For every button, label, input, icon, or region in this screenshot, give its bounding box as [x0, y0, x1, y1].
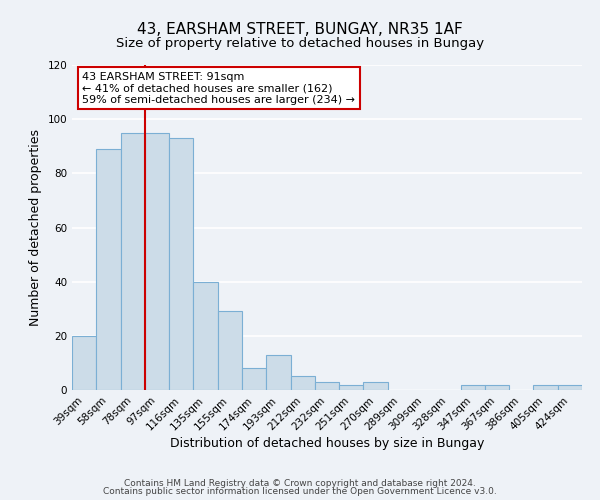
Text: Contains public sector information licensed under the Open Government Licence v3: Contains public sector information licen… [103, 487, 497, 496]
Text: Size of property relative to detached houses in Bungay: Size of property relative to detached ho… [116, 38, 484, 51]
Bar [169, 138, 193, 390]
Bar [218, 312, 242, 390]
Bar [121, 132, 145, 390]
Bar [485, 384, 509, 390]
X-axis label: Distribution of detached houses by size in Bungay: Distribution of detached houses by size … [170, 438, 484, 450]
Bar [533, 384, 558, 390]
Bar [266, 355, 290, 390]
Bar [339, 384, 364, 390]
Bar [193, 282, 218, 390]
Bar [72, 336, 96, 390]
Bar [461, 384, 485, 390]
Bar [558, 384, 582, 390]
Bar [290, 376, 315, 390]
Bar [242, 368, 266, 390]
Bar [145, 132, 169, 390]
Bar [364, 382, 388, 390]
Text: 43, EARSHAM STREET, BUNGAY, NR35 1AF: 43, EARSHAM STREET, BUNGAY, NR35 1AF [137, 22, 463, 38]
Bar [315, 382, 339, 390]
Text: Contains HM Land Registry data © Crown copyright and database right 2024.: Contains HM Land Registry data © Crown c… [124, 478, 476, 488]
Y-axis label: Number of detached properties: Number of detached properties [29, 129, 42, 326]
Text: 43 EARSHAM STREET: 91sqm
← 41% of detached houses are smaller (162)
59% of semi-: 43 EARSHAM STREET: 91sqm ← 41% of detach… [82, 72, 355, 104]
Bar [96, 149, 121, 390]
